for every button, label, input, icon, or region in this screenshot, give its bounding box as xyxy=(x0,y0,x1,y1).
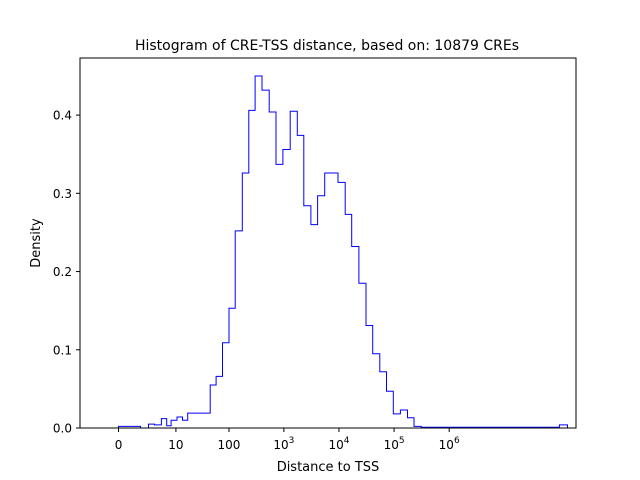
histogram-series xyxy=(118,75,568,429)
histogram-step-line xyxy=(118,75,568,429)
plot-frame xyxy=(79,57,577,429)
x-tick-label: 0 xyxy=(115,438,123,452)
x-tick-label: 10 xyxy=(168,438,183,452)
x-tick-label: 100 xyxy=(218,438,241,452)
chart-title: Histogram of CRE-TSS distance, based on:… xyxy=(135,38,519,54)
x-axis-label: Distance to TSS xyxy=(277,460,380,475)
y-tick-label: 0.1 xyxy=(53,343,72,357)
y-tick-label: 0.4 xyxy=(53,109,72,123)
y-tick-label: 0.3 xyxy=(53,187,72,201)
x-axis-ticks: 0 10 100 103 104 105 106 xyxy=(115,428,460,452)
x-tick-label: 106 xyxy=(439,436,460,452)
y-tick-label: 0.2 xyxy=(53,265,72,279)
x-tick-label: 104 xyxy=(328,436,349,452)
x-tick-label: 103 xyxy=(273,436,294,452)
y-tick-label: 0.0 xyxy=(53,422,72,436)
y-axis-ticks: 0.0 0.1 0.2 0.3 0.4 xyxy=(53,109,80,436)
x-tick-label: 105 xyxy=(384,436,405,452)
y-axis-label: Density xyxy=(29,218,44,268)
